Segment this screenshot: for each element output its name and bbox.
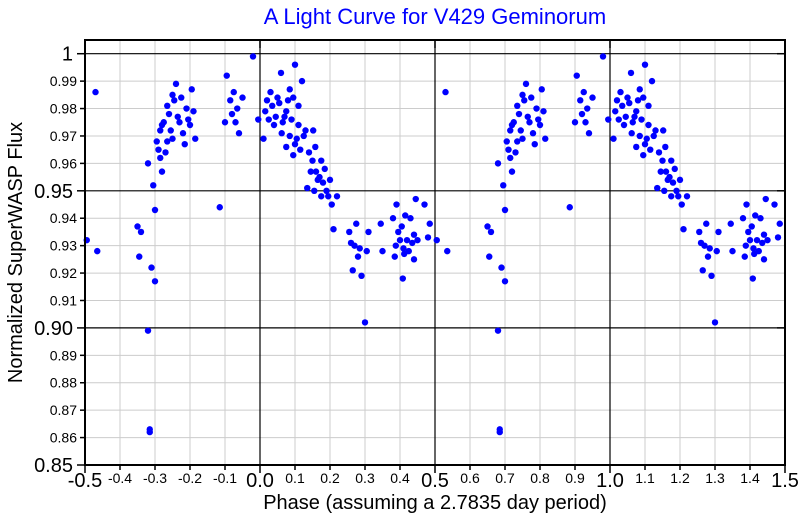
svg-text:1.1: 1.1 [635, 470, 655, 486]
svg-text:0.9: 0.9 [565, 470, 585, 486]
svg-text:1.5: 1.5 [771, 470, 799, 492]
svg-text:0.98: 0.98 [50, 101, 77, 117]
svg-text:0.6: 0.6 [460, 470, 480, 486]
svg-text:1: 1 [62, 44, 73, 66]
svg-text:0.96: 0.96 [50, 155, 77, 171]
svg-text:0.7: 0.7 [495, 470, 515, 486]
svg-text:1.3: 1.3 [705, 470, 725, 486]
svg-text:0.94: 0.94 [50, 210, 77, 226]
chart-title: A Light Curve for V429 Geminorum [264, 4, 606, 29]
svg-text:1.2: 1.2 [670, 470, 690, 486]
svg-text:0.1: 0.1 [285, 470, 305, 486]
svg-text:1.0: 1.0 [596, 470, 624, 492]
svg-text:-0.1: -0.1 [213, 470, 237, 486]
svg-text:0.89: 0.89 [50, 347, 77, 363]
svg-text:0.95: 0.95 [34, 181, 73, 203]
y-axis-label: Normalized SuperWASP Flux [5, 122, 27, 383]
svg-text:0.85: 0.85 [34, 455, 73, 477]
light-curve-chart: -0.50.00.51.01.5-0.4-0.3-0.2-0.10.10.20.… [0, 0, 800, 520]
svg-text:0.5: 0.5 [421, 470, 449, 492]
svg-text:0.8: 0.8 [530, 470, 550, 486]
svg-text:0.99: 0.99 [50, 73, 77, 89]
svg-text:0.92: 0.92 [50, 265, 77, 281]
svg-text:-0.3: -0.3 [143, 470, 167, 486]
svg-text:-0.4: -0.4 [108, 470, 132, 486]
chart-svg: -0.50.00.51.01.5-0.4-0.3-0.2-0.10.10.20.… [0, 0, 800, 520]
x-axis-label: Phase (assuming a 2.7835 day period) [263, 492, 607, 514]
svg-text:0.2: 0.2 [320, 470, 340, 486]
svg-text:0.3: 0.3 [355, 470, 375, 486]
svg-text:0.91: 0.91 [50, 292, 77, 308]
svg-text:0.90: 0.90 [34, 318, 73, 340]
svg-text:0.0: 0.0 [246, 470, 274, 492]
svg-text:0.88: 0.88 [50, 375, 77, 391]
svg-text:-0.2: -0.2 [178, 470, 202, 486]
svg-text:0.4: 0.4 [390, 470, 410, 486]
svg-text:1.4: 1.4 [740, 470, 760, 486]
svg-text:0.87: 0.87 [50, 402, 77, 418]
svg-text:0.97: 0.97 [50, 128, 77, 144]
svg-text:0.86: 0.86 [50, 430, 77, 446]
svg-text:0.93: 0.93 [50, 238, 77, 254]
